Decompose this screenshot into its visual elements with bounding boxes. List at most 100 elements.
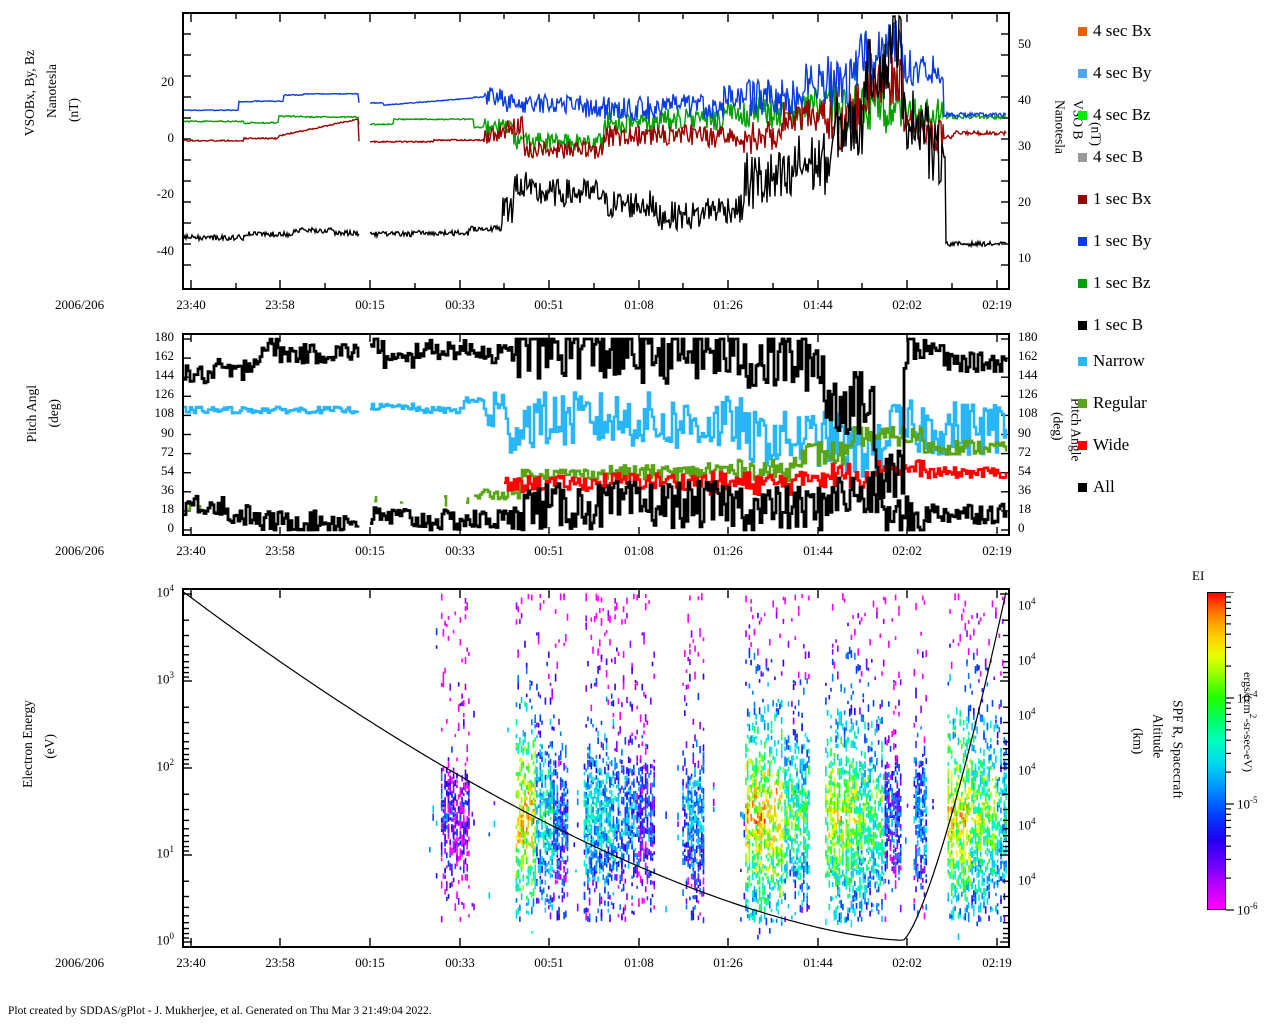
pitch-xticks: 23:40 23:58 00:15 00:33 00:51 01:08 01:26 01:44… bbox=[176, 543, 1012, 561]
ytick-label: 20 bbox=[161, 74, 174, 89]
legend-item-1-sec-bz[interactable]: 1 sec Bz bbox=[1078, 272, 1151, 293]
legend-label: 4 sec B bbox=[1093, 147, 1144, 167]
legend-item-4-sec-by[interactable]: 4 sec By bbox=[1078, 62, 1152, 83]
pitch-day-label: 2006/206 bbox=[55, 543, 105, 558]
legend-label: 4 sec Bz bbox=[1093, 105, 1151, 125]
ytick-label: 108 bbox=[1018, 405, 1038, 421]
colorbar-units-exponent: 2 bbox=[1247, 713, 1258, 719]
ytick-label: 20 bbox=[1018, 194, 1031, 209]
ytick-label: 104 bbox=[1018, 761, 1036, 778]
pitch-angle-plot bbox=[184, 335, 1008, 534]
mag-day-label: 2006/206 bbox=[55, 297, 105, 312]
ytick-label: 50 bbox=[1018, 36, 1031, 51]
ytick-label: 180 bbox=[1018, 329, 1038, 344]
legend-label: 1 sec Bz bbox=[1093, 273, 1151, 293]
ytick-label: 144 bbox=[154, 367, 175, 383]
xtick-label: 01:08 bbox=[624, 297, 654, 312]
mag-yticks-right: 50 40 30 20 10 bbox=[1018, 12, 1058, 290]
ytick-label: 0 bbox=[167, 520, 175, 535]
ytick-label: 126 bbox=[154, 386, 175, 402]
colorbar-units: ergs/(cm2-sr-sec-eV) bbox=[1240, 672, 1264, 822]
ytick-label: 18 bbox=[161, 500, 174, 516]
xtick-label: 00:15 bbox=[355, 543, 385, 558]
colorbar-units-part2: -sr-sec-eV) bbox=[1240, 718, 1255, 772]
xtick-label: 00:15 bbox=[355, 297, 385, 312]
legend-item-4-sec-b[interactable]: 4 sec B bbox=[1078, 146, 1143, 167]
legend-label: All bbox=[1093, 477, 1115, 497]
xtick-label: 23:58 bbox=[265, 297, 295, 312]
ytick-label: 90 bbox=[161, 424, 174, 440]
spectro-yticks-left: 104 103 102 101 100 bbox=[124, 583, 175, 948]
ytick-label: 0 bbox=[167, 130, 175, 145]
axis-title: (nT) bbox=[66, 98, 81, 122]
xtick-label: 23:58 bbox=[265, 955, 295, 970]
legend-item-regular[interactable]: Regular bbox=[1078, 392, 1147, 413]
xtick-label: 01:26 bbox=[713, 543, 743, 558]
legend-item-all[interactable]: All bbox=[1078, 476, 1115, 497]
colorbar-title: EI bbox=[1192, 568, 1205, 583]
axis-title: Nanotesla bbox=[1052, 100, 1068, 154]
legend-swatch bbox=[1078, 278, 1087, 288]
ytick-label: 104 bbox=[1018, 596, 1036, 613]
mag-ylabel-right: VSO B Nanotesla (nT) bbox=[1050, 100, 1110, 250]
axis-title: Electron Energy bbox=[20, 700, 35, 788]
pitch-ylabel-left: Pitch Angl (deg) bbox=[14, 385, 94, 505]
xtick-label: 01:08 bbox=[624, 955, 654, 970]
xtick-label: 01:44 bbox=[803, 543, 833, 558]
ytick-label: 54 bbox=[1018, 462, 1031, 478]
axis-title: Pitch Angl bbox=[24, 385, 39, 443]
legend-label: 4 sec Bx bbox=[1093, 21, 1152, 41]
legend-item-narrow[interactable]: Narrow bbox=[1078, 350, 1145, 371]
xtick-label: 02:19 bbox=[982, 543, 1012, 558]
legend-swatch bbox=[1078, 68, 1087, 78]
ytick-label: 103 bbox=[156, 670, 175, 687]
xtick-label: 00:51 bbox=[534, 297, 564, 312]
colorbar bbox=[1207, 592, 1226, 910]
legend-item-wide[interactable]: Wide bbox=[1078, 434, 1129, 455]
xtick-label: 02:19 bbox=[982, 955, 1012, 970]
ytick-label: 108 bbox=[154, 405, 175, 421]
footer-credit: Plot created by SDDAS/gPlot - J. Mukherj… bbox=[8, 1005, 432, 1017]
axis-title: VSO B bbox=[1070, 100, 1086, 140]
ytick-label: 72 bbox=[1018, 443, 1031, 459]
legend-item-1-sec-b[interactable]: 1 sec B bbox=[1078, 314, 1143, 335]
xtick-label: 00:33 bbox=[445, 543, 475, 558]
legend: 4 sec Bx 4 sec By 4 sec Bz 4 sec B 1 sec Bx 1… bbox=[1078, 10, 1278, 530]
legend-label: 4 sec By bbox=[1093, 63, 1152, 83]
axis-title: (km) bbox=[1130, 728, 1146, 755]
legend-label: Regular bbox=[1093, 393, 1147, 413]
xtick-label: 00:33 bbox=[445, 955, 475, 970]
spectro-day-label: 2006/206 bbox=[55, 955, 105, 970]
legend-item-1-sec-by[interactable]: 1 sec By bbox=[1078, 230, 1152, 251]
xtick-label: 23:40 bbox=[176, 297, 206, 312]
colorbar-tick-label: 10-4 bbox=[1237, 689, 1258, 706]
spectro-ylabel-left: Electron Energy (eV) bbox=[10, 700, 90, 860]
ytick-label: 104 bbox=[1018, 871, 1036, 888]
xtick-label: 02:02 bbox=[892, 543, 922, 558]
xtick-label: 02:02 bbox=[892, 955, 922, 970]
ytick-label: 54 bbox=[161, 462, 174, 478]
magnetic-field-plot bbox=[184, 14, 1008, 288]
legend-item-1-sec-bx[interactable]: 1 sec Bx bbox=[1078, 188, 1152, 209]
spectro-yticks-right: 104 104 104 104 104 104 bbox=[1018, 588, 1066, 948]
ytick-label: 100 bbox=[156, 931, 175, 948]
axis-title: Altitude bbox=[1150, 714, 1166, 759]
pitch-yticks-left: 180 162 144 126 108 90 72 54 36 18 0 bbox=[128, 329, 175, 536]
ytick-label: 40 bbox=[1018, 92, 1031, 107]
legend-swatch bbox=[1078, 440, 1087, 450]
legend-item-4-sec-bz[interactable]: 4 sec Bz bbox=[1078, 104, 1151, 125]
axis-title: VSOBx, By, Bz bbox=[22, 50, 37, 137]
xtick-label: 00:51 bbox=[534, 543, 564, 558]
ytick-label: 0 bbox=[1018, 520, 1025, 535]
ytick-label: 30 bbox=[1018, 138, 1031, 153]
axis-title: (deg) bbox=[1050, 412, 1066, 441]
xtick-label: 23:40 bbox=[176, 955, 206, 970]
xtick-label: 01:08 bbox=[624, 543, 654, 558]
legend-item-4-sec-bx[interactable]: 4 sec Bx bbox=[1078, 20, 1152, 41]
xtick-label: 02:02 bbox=[892, 297, 922, 312]
spectro-xticks: 23:40 23:58 00:15 00:33 00:51 01:08 01:26 01:44… bbox=[176, 955, 1012, 973]
xtick-label: 00:33 bbox=[445, 297, 475, 312]
legend-label: 1 sec By bbox=[1093, 231, 1152, 251]
ytick-label: 162 bbox=[154, 348, 175, 364]
ytick-label: 36 bbox=[161, 481, 174, 497]
